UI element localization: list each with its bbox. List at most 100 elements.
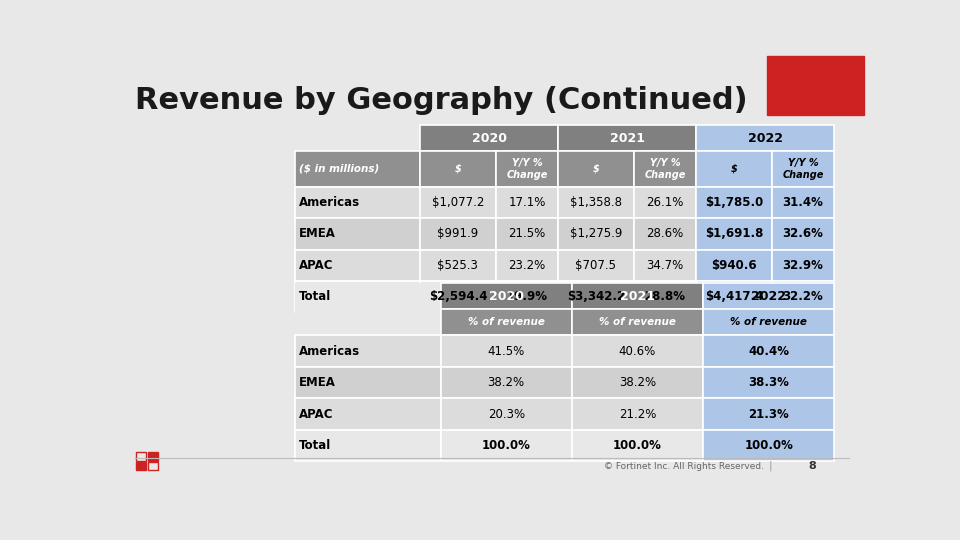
Text: 2022: 2022 — [751, 289, 786, 303]
FancyBboxPatch shape — [148, 462, 158, 470]
FancyBboxPatch shape — [772, 249, 834, 281]
Text: 17.1%: 17.1% — [508, 196, 545, 209]
FancyBboxPatch shape — [559, 249, 634, 281]
FancyBboxPatch shape — [559, 151, 634, 187]
Text: Y/Y %
Change: Y/Y % Change — [644, 158, 685, 180]
Text: $1,691.8: $1,691.8 — [705, 227, 763, 240]
Text: $707.5: $707.5 — [575, 259, 616, 272]
FancyBboxPatch shape — [136, 453, 146, 461]
FancyBboxPatch shape — [559, 281, 634, 312]
Text: $: $ — [454, 164, 462, 174]
FancyBboxPatch shape — [634, 187, 696, 218]
Text: Total: Total — [300, 439, 331, 452]
Text: APAC: APAC — [300, 259, 334, 272]
Text: 32.2%: 32.2% — [782, 290, 824, 303]
FancyBboxPatch shape — [495, 249, 559, 281]
Text: EMEA: EMEA — [300, 227, 336, 240]
FancyBboxPatch shape — [420, 249, 495, 281]
FancyBboxPatch shape — [572, 335, 703, 367]
Text: 100.0%: 100.0% — [613, 439, 661, 452]
Text: $1,358.8: $1,358.8 — [570, 196, 622, 209]
FancyBboxPatch shape — [295, 218, 420, 249]
Text: 38.3%: 38.3% — [748, 376, 789, 389]
Text: 28.8%: 28.8% — [644, 290, 685, 303]
FancyBboxPatch shape — [703, 283, 834, 309]
Text: Y/Y %
Change: Y/Y % Change — [782, 158, 824, 180]
FancyBboxPatch shape — [559, 125, 696, 151]
Text: Total: Total — [300, 290, 331, 303]
Text: % of revenue: % of revenue — [599, 318, 676, 327]
FancyBboxPatch shape — [295, 151, 420, 187]
Text: $: $ — [592, 164, 599, 174]
FancyBboxPatch shape — [420, 187, 495, 218]
FancyBboxPatch shape — [295, 335, 441, 367]
FancyBboxPatch shape — [572, 430, 703, 461]
FancyBboxPatch shape — [559, 218, 634, 249]
FancyBboxPatch shape — [696, 151, 772, 187]
FancyBboxPatch shape — [772, 151, 834, 187]
Text: 23.2%: 23.2% — [508, 259, 545, 272]
FancyBboxPatch shape — [634, 281, 696, 312]
FancyBboxPatch shape — [495, 187, 559, 218]
Text: 19.9%: 19.9% — [507, 290, 547, 303]
FancyBboxPatch shape — [295, 309, 441, 335]
FancyBboxPatch shape — [136, 462, 146, 470]
Text: 40.4%: 40.4% — [748, 345, 789, 357]
FancyBboxPatch shape — [634, 218, 696, 249]
Text: 41.5%: 41.5% — [488, 345, 525, 357]
FancyBboxPatch shape — [703, 399, 834, 430]
Text: 20.3%: 20.3% — [488, 408, 525, 421]
FancyBboxPatch shape — [703, 335, 834, 367]
FancyBboxPatch shape — [696, 187, 772, 218]
FancyBboxPatch shape — [772, 187, 834, 218]
FancyBboxPatch shape — [696, 125, 834, 151]
FancyBboxPatch shape — [148, 453, 158, 461]
Text: 21.2%: 21.2% — [619, 408, 656, 421]
FancyBboxPatch shape — [295, 281, 420, 312]
FancyBboxPatch shape — [295, 187, 420, 218]
Text: $: $ — [731, 164, 737, 174]
Text: $940.6: $940.6 — [711, 259, 756, 272]
Text: |: | — [769, 461, 773, 471]
Text: $2,594.4: $2,594.4 — [429, 290, 487, 303]
Text: $1,077.2: $1,077.2 — [432, 196, 484, 209]
FancyBboxPatch shape — [441, 367, 572, 399]
FancyBboxPatch shape — [696, 249, 772, 281]
FancyBboxPatch shape — [495, 218, 559, 249]
FancyBboxPatch shape — [420, 218, 495, 249]
FancyBboxPatch shape — [420, 125, 559, 151]
FancyBboxPatch shape — [295, 367, 441, 399]
Text: ($ in millions): ($ in millions) — [300, 164, 379, 174]
FancyBboxPatch shape — [703, 309, 834, 335]
Text: % of revenue: % of revenue — [731, 318, 807, 327]
Text: EMEA: EMEA — [300, 376, 336, 389]
Text: 21.5%: 21.5% — [508, 227, 545, 240]
FancyBboxPatch shape — [295, 125, 420, 151]
FancyBboxPatch shape — [767, 57, 864, 114]
FancyBboxPatch shape — [295, 430, 441, 461]
FancyBboxPatch shape — [559, 187, 634, 218]
FancyBboxPatch shape — [772, 218, 834, 249]
Text: % of revenue: % of revenue — [468, 318, 544, 327]
Text: 2020: 2020 — [489, 289, 524, 303]
FancyBboxPatch shape — [420, 151, 495, 187]
Text: 100.0%: 100.0% — [482, 439, 531, 452]
FancyBboxPatch shape — [441, 399, 572, 430]
FancyBboxPatch shape — [295, 283, 441, 309]
FancyBboxPatch shape — [696, 281, 772, 312]
Text: $991.9: $991.9 — [438, 227, 478, 240]
FancyBboxPatch shape — [441, 430, 572, 461]
Text: Americas: Americas — [300, 345, 360, 357]
FancyBboxPatch shape — [572, 367, 703, 399]
FancyBboxPatch shape — [572, 309, 703, 335]
FancyBboxPatch shape — [572, 283, 703, 309]
Text: 32.6%: 32.6% — [782, 227, 824, 240]
FancyBboxPatch shape — [696, 218, 772, 249]
FancyBboxPatch shape — [441, 335, 572, 367]
Text: 8: 8 — [808, 461, 816, 471]
Text: 38.2%: 38.2% — [619, 376, 656, 389]
Text: Y/Y %
Change: Y/Y % Change — [506, 158, 547, 180]
FancyBboxPatch shape — [495, 281, 559, 312]
Text: 100.0%: 100.0% — [744, 439, 793, 452]
FancyBboxPatch shape — [772, 281, 834, 312]
